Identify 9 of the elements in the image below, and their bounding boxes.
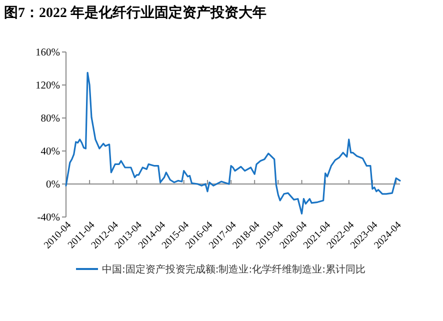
line-series <box>65 72 401 214</box>
y-tick-label: 0% <box>46 180 60 191</box>
legend-label: 中国:固定资产投资完成额:制造业:化学纤维制造业:累计同比 <box>102 264 366 276</box>
y-tick-label: 80% <box>40 114 60 125</box>
y-tick-label: 160% <box>36 48 60 59</box>
y-tick-label: -40% <box>37 212 60 224</box>
chart-title: 图7：2022 年是化纤行业固定资产投资大年 <box>4 4 266 21</box>
y-tick-label: 120% <box>36 80 60 92</box>
y-tick-label: 40% <box>40 146 60 158</box>
